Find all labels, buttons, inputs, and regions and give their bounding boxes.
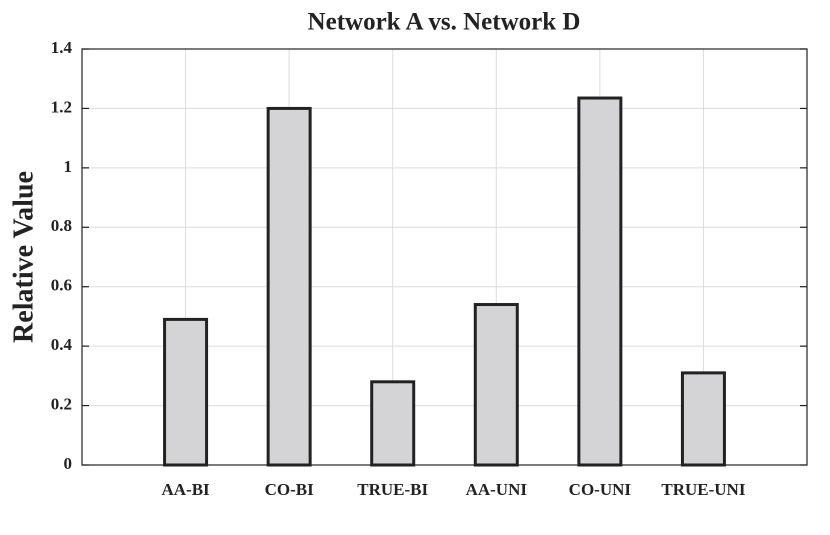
y-tick-label: 0.8 <box>51 216 72 235</box>
x-tick-label: AA-UNI <box>466 480 528 499</box>
y-tick-label: 1 <box>64 157 73 176</box>
bar <box>577 96 623 467</box>
bar <box>370 380 416 467</box>
axes-box <box>81 48 808 466</box>
x-tick-label: TRUE-UNI <box>661 480 745 499</box>
x-tick-label: AA-BI <box>161 480 210 499</box>
y-tick-label: 0.4 <box>51 335 73 354</box>
y-tick-label: 0.2 <box>51 394 72 413</box>
bar <box>473 303 519 467</box>
x-tick-label: TRUE-BI <box>357 480 428 499</box>
y-tick-label: 1.4 <box>51 38 73 57</box>
x-tick-label: CO-BI <box>265 480 315 499</box>
bar <box>680 371 726 467</box>
x-tick-label: CO-UNI <box>569 480 632 499</box>
y-tick-label: 0 <box>64 454 73 473</box>
y-axis-label: Relative Value <box>8 171 39 343</box>
bar <box>266 106 312 467</box>
y-tick-label: 0.6 <box>51 276 72 295</box>
y-tick-label: 1.2 <box>51 97 72 116</box>
chart-title: Network A vs. Network D <box>308 9 581 36</box>
bar <box>163 317 209 467</box>
